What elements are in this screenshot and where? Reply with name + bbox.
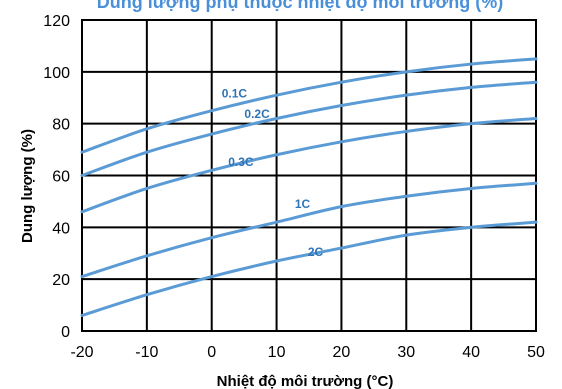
x-tick-label: 10 [268,344,286,361]
y-tick-label: 20 [52,272,70,289]
y-tick-label: 0 [61,324,70,341]
series-line-0.3C [80,116,538,214]
x-tick-label: 0 [207,344,216,361]
x-tick-label: 50 [527,344,545,361]
series-line-1C [80,181,538,279]
x-tick-label: 20 [333,344,351,361]
y-tick-label: 120 [43,13,70,30]
y-tick-label: 80 [52,117,70,134]
grid [81,19,537,332]
series-labels: 0.1C 0.2C 0.3C 1C 2C [222,86,324,258]
series-label-1C: 1C [295,197,311,211]
series-line-0.1C [80,57,538,154]
x-tick-labels: -20 -10 0 10 20 30 40 50 [70,344,545,361]
clipped-header-text: Dung lượng phụ thuộc nhiệt độ môi trường… [97,0,504,12]
x-tick-label: -10 [135,344,158,361]
x-tick-label: 30 [397,344,415,361]
x-tick-label: 40 [462,344,480,361]
series-label-2C: 2C [308,245,324,259]
y-axis-label: Dung lượng (%) [19,129,36,243]
series-line-0.2C [80,80,538,177]
y-tick-labels: 0 20 40 60 80 100 120 [43,13,70,341]
y-tick-label: 60 [52,169,70,186]
y-tick-label: 40 [52,220,70,237]
series-line-2C [80,220,538,317]
x-tick-label: -20 [70,344,93,361]
series-lines [80,57,538,317]
series-label-0.1C: 0.1C [222,86,248,100]
x-axis-label: Nhiệt độ môi trường (°C) [217,373,394,389]
series-label-0.2C: 0.2C [244,107,270,121]
series-label-0.3C: 0.3C [228,155,254,169]
y-tick-label: 100 [43,65,70,82]
